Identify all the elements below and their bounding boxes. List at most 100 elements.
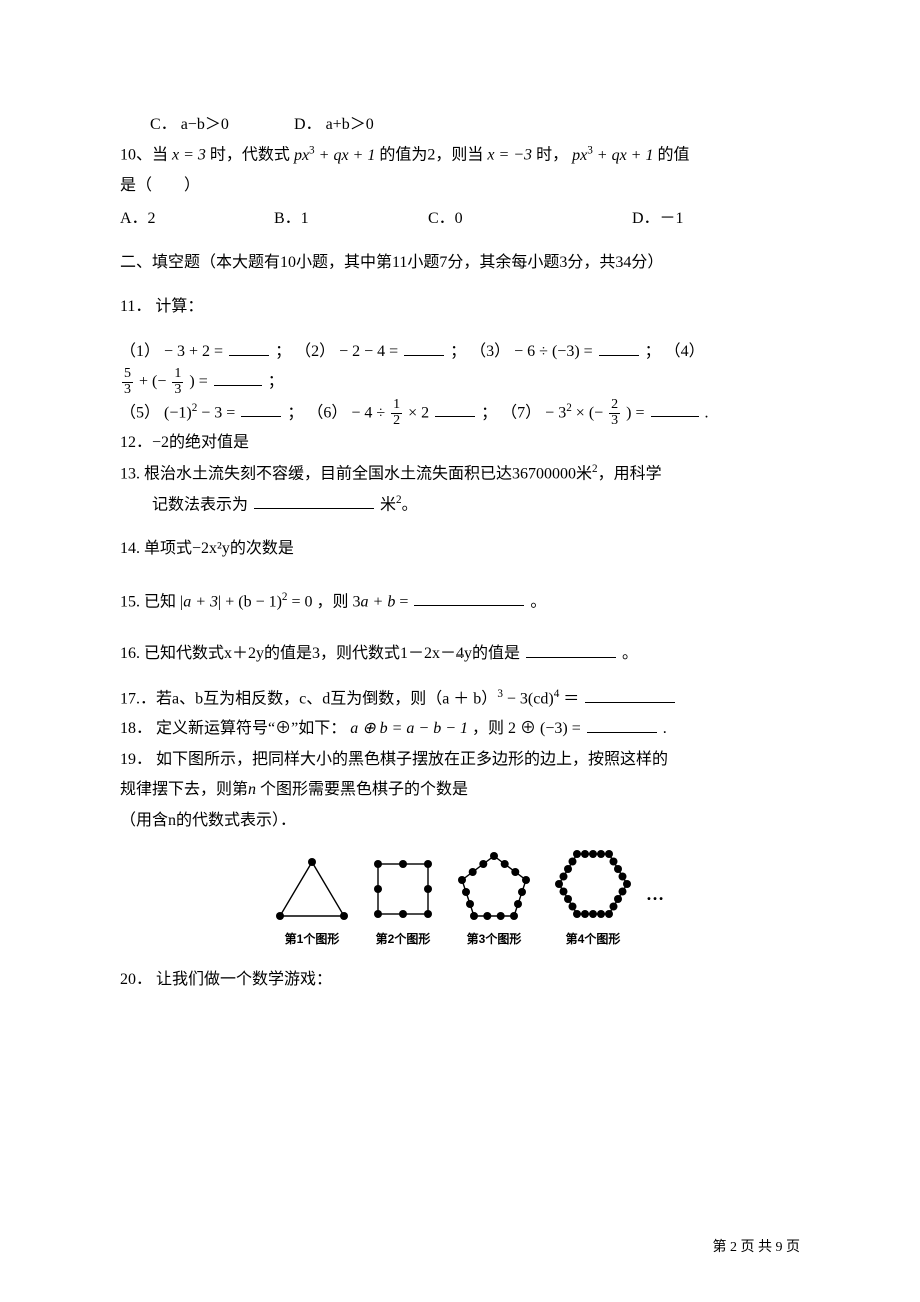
blank — [587, 715, 657, 734]
q11-end: . — [705, 404, 709, 421]
q16: 16. 已知代数式x＋2y的值是3，则代数式1－2x－4y的值是 。 — [120, 639, 810, 669]
q10-line1: 10、当 x = 3 时，代数式 px3 + qx + 1 的值为2，则当 x … — [120, 140, 810, 171]
q10-expr1a: px — [294, 147, 309, 164]
q9-c-label: C． — [150, 116, 177, 133]
triangle-icon — [272, 854, 352, 924]
frac-5-3: 5 3 — [122, 367, 133, 397]
center-mark — [456, 655, 464, 657]
q11-1a: （1） − 3 + 2 = — [120, 343, 227, 360]
q10-line2: 是（ ） — [120, 171, 810, 201]
q15e: = — [399, 593, 408, 610]
q16a: 16. 已知代数式x＋2y的值是3，则代数式1－2x－4y的值是 — [120, 645, 520, 662]
q19-line1: 19． 如下图所示，把同样大小的黑色棋子摆放在正多边形的边上，按照这样的 — [120, 745, 810, 775]
q16b: 。 — [622, 645, 638, 662]
q15c: = 0 ，则 3 — [292, 593, 361, 610]
q20: 20． 让我们做一个数学游戏： — [120, 965, 810, 995]
q11-title: 11． 计算： — [120, 292, 810, 322]
q18b: ，则 — [472, 720, 504, 737]
q10-choice-b: B．1 — [274, 204, 424, 234]
blank — [651, 398, 699, 417]
q15f: 。 — [530, 593, 546, 610]
q19n: n — [248, 781, 256, 798]
q10-mid1: 时，代数式 — [210, 147, 290, 164]
hexagon-icon — [550, 844, 636, 924]
blank — [404, 337, 444, 356]
q11-5a2: − 3 = — [197, 404, 239, 421]
q11-1c: ； （3） − 6 ÷ (−3) = — [450, 343, 597, 360]
q18c: . — [663, 720, 667, 737]
q17b: − 3(cd) — [507, 690, 554, 707]
q10-lead: 10、当 — [120, 147, 168, 164]
blank — [214, 367, 262, 386]
frac-1-3: 1 3 — [172, 367, 183, 397]
close-eq: ) = — [189, 373, 211, 390]
blank — [599, 337, 639, 356]
q15: 15. 已知 |a + 3| + (b − 1)2 = 0 ，则 3a + b … — [120, 587, 810, 618]
q10-choice-a: A．2 — [120, 204, 270, 234]
q15a: 15. 已知 — [120, 593, 176, 610]
q19c: 个图形需要黑色棋子的个数是 — [256, 781, 468, 798]
q11-7b: × (− — [572, 404, 603, 421]
sup-q15: 2 — [282, 591, 288, 603]
q13c: 记数法表示为 — [152, 496, 248, 513]
blank — [414, 587, 524, 606]
q10-expr2a: px — [572, 147, 587, 164]
q11-6a: ； （6） − 4 ÷ — [287, 404, 389, 421]
q17: 17.．若a、b互为相反数，c、d互为倒数，则（a ＋ b）3 − 3(cd)4… — [120, 684, 810, 715]
section2-title: 二、填空题（本大题有10小题，其中第11小题7分，其余每小题3分，共34分） — [120, 248, 810, 278]
abs-r: | — [218, 593, 221, 610]
q18e1: a ⊕ b = a − b − 1 — [350, 720, 468, 737]
q19b: 规律摆下去，则第 — [120, 781, 248, 798]
q17a: 17.．若a、b互为相反数，c、d互为倒数，则（a ＋ b） — [120, 690, 497, 707]
q10-xn3: x = −3 — [487, 147, 532, 164]
q11-6b: × 2 — [408, 404, 433, 421]
q15b: + (b − 1) — [225, 593, 282, 610]
sup-3: 3 — [497, 688, 503, 700]
q13-line1: 13. 根治水土流失刻不容缓，目前全国水土流失面积已达36700000米2，用科… — [120, 459, 810, 490]
q19-figures: 第1个图形 第2个图形 第3个图形 — [120, 844, 810, 951]
fig3-label: 第3个图形 — [454, 928, 534, 951]
blank — [526, 640, 616, 659]
pentagon-icon — [454, 848, 534, 924]
q10-mid2: 的值为2，则当 — [379, 147, 483, 164]
q9-d-label: D． — [294, 116, 322, 133]
sup-4: 4 — [554, 688, 560, 700]
q11-7a: ； （7） − 3 — [481, 404, 566, 421]
q17c: ＝ — [563, 690, 579, 707]
q10-expr2b: + qx + 1 — [593, 147, 654, 164]
page: C． a−b＞0 D． a+b＞0 10、当 x = 3 时，代数式 px3 +… — [0, 0, 920, 1302]
q9-d-text: a+b＞0 — [326, 116, 374, 133]
figure-1: 第1个图形 — [272, 854, 352, 951]
blank — [229, 337, 269, 356]
q19-line3: （用含n的代数式表示）． — [120, 806, 810, 836]
q10-x3: x = 3 — [172, 147, 206, 164]
blank — [254, 490, 374, 509]
fig4-label: 第4个图形 — [550, 928, 636, 951]
q10-tail: 的值 — [657, 147, 689, 164]
ellipsis-icon: … — [646, 877, 664, 951]
q10-choices: A．2 B．1 C．0 D．－1 — [120, 204, 810, 234]
blank — [435, 398, 475, 417]
q10-choice-d: D．－1 — [632, 204, 782, 234]
blank — [585, 684, 675, 703]
q11-row2: 5 3 + (− 1 3 ) = ； — [120, 367, 810, 398]
q13b: ，用科学 — [598, 465, 662, 482]
q9-c-text: a−b＞0 — [181, 116, 229, 133]
q11-5a: （5） (−1) — [120, 404, 192, 421]
figure-4: 第4个图形 — [550, 844, 636, 951]
q13-line2: 记数法表示为 米2。 — [120, 490, 810, 521]
square-icon — [368, 854, 438, 924]
q18: 18． 定义新运算符号“⊕”如下： a ⊕ b = a − b − 1 ，则 2… — [120, 714, 810, 744]
q19-line2: 规律摆下去，则第n 个图形需要黑色棋子的个数是 — [120, 775, 810, 805]
blank — [241, 398, 281, 417]
fig1-label: 第1个图形 — [272, 928, 352, 951]
q9-option-d: D． a+b＞0 — [294, 110, 434, 140]
figure-3: 第3个图形 — [454, 848, 534, 951]
abs-c: a + 3 — [183, 593, 218, 610]
q13e: 。 — [402, 496, 418, 513]
q9-option-c: C． a−b＞0 — [150, 110, 290, 140]
q11-7c: ) = — [626, 404, 648, 421]
q10-expr1b: + qx + 1 — [315, 147, 376, 164]
page-footer: 第 2 页 共 9 页 — [713, 1235, 801, 1262]
q18e2: 2 ⊕ (−3) = — [508, 720, 585, 737]
